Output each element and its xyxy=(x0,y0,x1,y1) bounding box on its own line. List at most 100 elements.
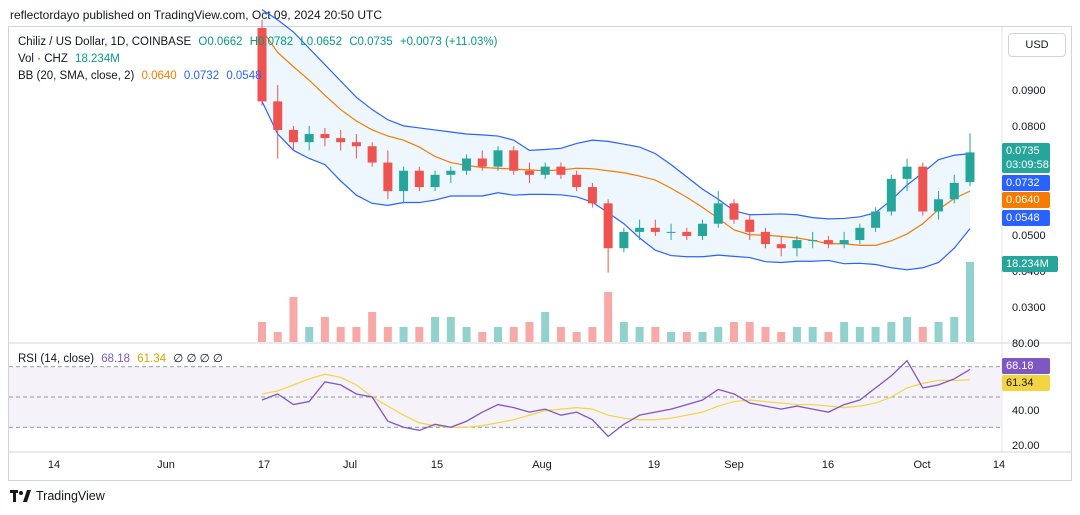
volume-bar xyxy=(777,332,786,342)
rsi-tick: 40.00 xyxy=(1012,405,1040,417)
candle-body xyxy=(493,150,503,167)
candle-body xyxy=(304,134,314,143)
bb-basis-tag: 0.0640 xyxy=(1002,192,1050,208)
volume-bar xyxy=(320,317,329,342)
rsi-extra: ∅ ∅ ∅ ∅ xyxy=(173,353,223,365)
time-tick: Oct xyxy=(913,459,931,471)
volume-bar xyxy=(541,312,550,342)
bb-basis-value: 0.0640 xyxy=(141,70,177,82)
volume-bar xyxy=(336,327,345,342)
volume-bar xyxy=(840,322,849,342)
volume-bar xyxy=(966,262,974,342)
volume-bar xyxy=(855,327,864,342)
volume-bar xyxy=(368,312,377,342)
time-tick: 19 xyxy=(647,459,661,471)
candle-body xyxy=(666,231,676,233)
last-price-tag: 0.0735 03:09:58 xyxy=(1002,143,1050,173)
time-tick: 14 xyxy=(992,459,1006,471)
volume-bar xyxy=(431,317,440,342)
candle-body xyxy=(918,166,928,212)
volume-bar xyxy=(667,332,676,342)
volume-bar xyxy=(525,322,534,342)
rsi-tick: 80.00 xyxy=(1012,338,1040,350)
last-price-value: 0.0735 xyxy=(1006,145,1040,157)
volume-bar xyxy=(619,322,628,342)
candle-body xyxy=(619,231,629,249)
brand-name: TradingView xyxy=(36,489,105,503)
volume-bar xyxy=(635,327,644,342)
candle-body xyxy=(430,174,440,188)
bb-lower-line xyxy=(261,101,971,271)
candle-body xyxy=(792,240,802,249)
candle-body xyxy=(902,166,912,179)
volume-bar xyxy=(871,327,880,342)
volume-bar xyxy=(651,327,660,342)
candle-body xyxy=(745,219,755,232)
candle-body xyxy=(509,150,519,171)
candle-body xyxy=(886,178,896,212)
time-tick: 15 xyxy=(430,459,444,471)
candle-body xyxy=(477,158,487,167)
ohlc-open: O0.0662 xyxy=(198,36,243,48)
candle-body xyxy=(587,187,597,204)
candle-body xyxy=(934,199,944,212)
volume-tag: 18.234M xyxy=(1002,256,1058,272)
candle-body xyxy=(682,231,692,236)
currency-button[interactable]: USD xyxy=(1008,33,1066,57)
bb-upper-tag: 0.0732 xyxy=(1002,175,1050,191)
bb-label: BB (20, SMA, close, 2) xyxy=(18,70,135,82)
tradingview-logo-icon xyxy=(10,490,31,502)
time-tick: Jul xyxy=(342,459,358,471)
volume-bar xyxy=(415,327,424,342)
ohlc-high: H0.0782 xyxy=(249,36,294,48)
time-tick: Sep xyxy=(724,459,744,471)
rsi-label: RSI (14, close) xyxy=(18,353,95,365)
volume-bar xyxy=(572,332,581,342)
volume-bar xyxy=(556,327,565,342)
bb-lower-value: 0.0548 xyxy=(226,70,262,82)
candle-body xyxy=(336,138,346,143)
candle-body xyxy=(635,227,645,232)
volume-bar xyxy=(950,317,959,342)
candle-body xyxy=(524,170,534,175)
brand-footer[interactable]: TradingView xyxy=(10,489,105,503)
time-tick: Jun xyxy=(157,459,175,471)
volume-bar xyxy=(887,322,896,342)
volume-bar xyxy=(918,327,927,342)
rsi-value: 68.18 xyxy=(101,353,131,365)
candle-body xyxy=(446,170,456,175)
candle-body xyxy=(462,158,472,171)
ohlc-close: C0.0735 xyxy=(349,36,393,48)
candle-body xyxy=(776,244,786,249)
ohlc-change: +0.0073 (+11.03%) xyxy=(399,36,498,48)
volume-bar xyxy=(399,327,408,342)
time-tick: 17 xyxy=(257,459,271,471)
rsi-legend: RSI (14, close) 68.18 61.34 ∅ ∅ ∅ ∅ xyxy=(18,351,227,365)
volume-bar xyxy=(698,332,707,342)
volume-label: Vol · CHZ xyxy=(18,53,68,65)
publisher-line: reflectordayo published on TradingView.c… xyxy=(10,8,382,22)
rsi-ma-value: 61.34 xyxy=(137,353,167,365)
volume-bar xyxy=(273,332,282,342)
volume-bar xyxy=(478,332,487,342)
volume-bar xyxy=(730,322,738,342)
candle-body xyxy=(839,240,849,245)
candle-body xyxy=(729,203,739,220)
volume-bar xyxy=(494,327,502,342)
time-tick: Aug xyxy=(532,459,552,471)
volume-bar xyxy=(509,327,518,342)
candle-body xyxy=(698,223,708,236)
volume-bar xyxy=(446,317,455,342)
bb-lower-tag: 0.0548 xyxy=(1002,210,1050,226)
price-tick: 0.0500 xyxy=(1012,230,1046,242)
price-tick: 0.0800 xyxy=(1012,121,1046,133)
volume-bar xyxy=(305,327,314,342)
candle-body xyxy=(383,162,393,192)
rsi-tick: 20.00 xyxy=(1012,440,1040,452)
candle-body xyxy=(320,134,330,139)
bb-upper-value: 0.0732 xyxy=(183,70,220,82)
volume-legend: Vol · CHZ 18.234M xyxy=(18,53,124,65)
time-tick: 16 xyxy=(821,459,835,471)
ohlc-low: L0.0652 xyxy=(300,36,342,48)
